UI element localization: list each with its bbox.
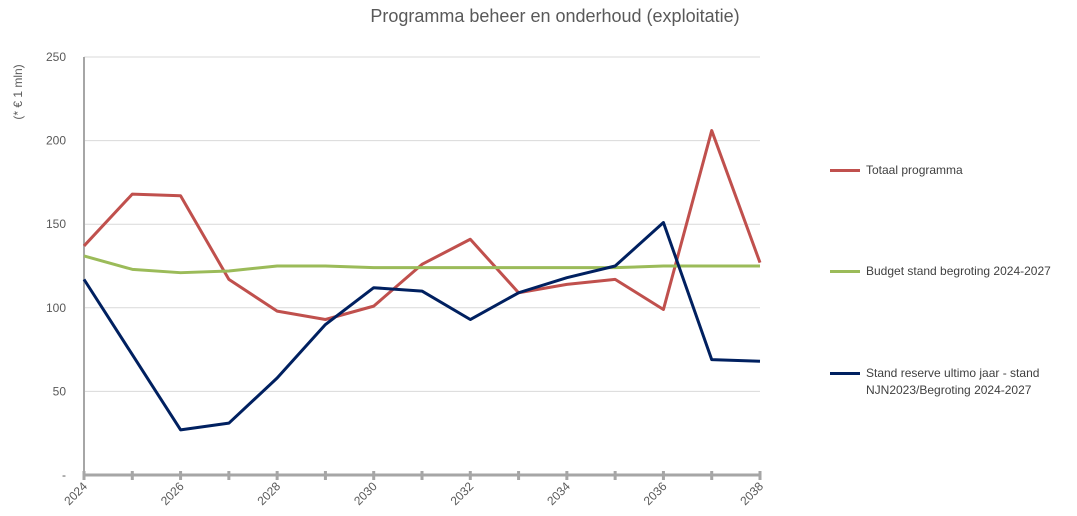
series-line [82, 129, 762, 322]
legend-swatch [830, 169, 860, 172]
legend-label: Stand reserve ultimo jaar - stand NJN202… [866, 366, 1040, 397]
legend-swatch [830, 372, 860, 375]
legend-label: Totaal programma [866, 163, 963, 177]
legend-item: Budget stand begroting 2024-2027 [830, 263, 1070, 280]
y-tick-label: 100 [46, 301, 66, 315]
chart-title: Programma beheer en onderhoud (exploitat… [370, 6, 739, 26]
y-tick-label: 200 [46, 134, 66, 148]
legend-item: Totaal programma [830, 162, 1070, 179]
series-line [83, 254, 760, 275]
legend-label: Budget stand begroting 2024-2027 [866, 264, 1051, 278]
x-tick-label: 2038 [737, 479, 766, 508]
series-line [82, 221, 761, 432]
y-axis-label: (* € 1 mln) [11, 64, 25, 119]
x-tick-label: 2024 [61, 479, 90, 508]
x-tick-label: 2026 [158, 479, 187, 508]
x-tick-label: 2034 [544, 479, 573, 508]
x-tick-label: 2028 [254, 479, 283, 508]
y-tick-label: - [62, 468, 66, 482]
y-tick-label: 50 [53, 384, 67, 398]
y-tick-label: 150 [46, 217, 66, 231]
x-tick-label: 2030 [351, 479, 380, 508]
y-tick-label: 250 [46, 50, 66, 64]
x-tick-label: 2036 [641, 479, 670, 508]
x-tick-label: 2032 [448, 479, 477, 508]
legend-item: Stand reserve ultimo jaar - stand NJN202… [830, 365, 1070, 399]
legend-swatch [830, 270, 860, 273]
